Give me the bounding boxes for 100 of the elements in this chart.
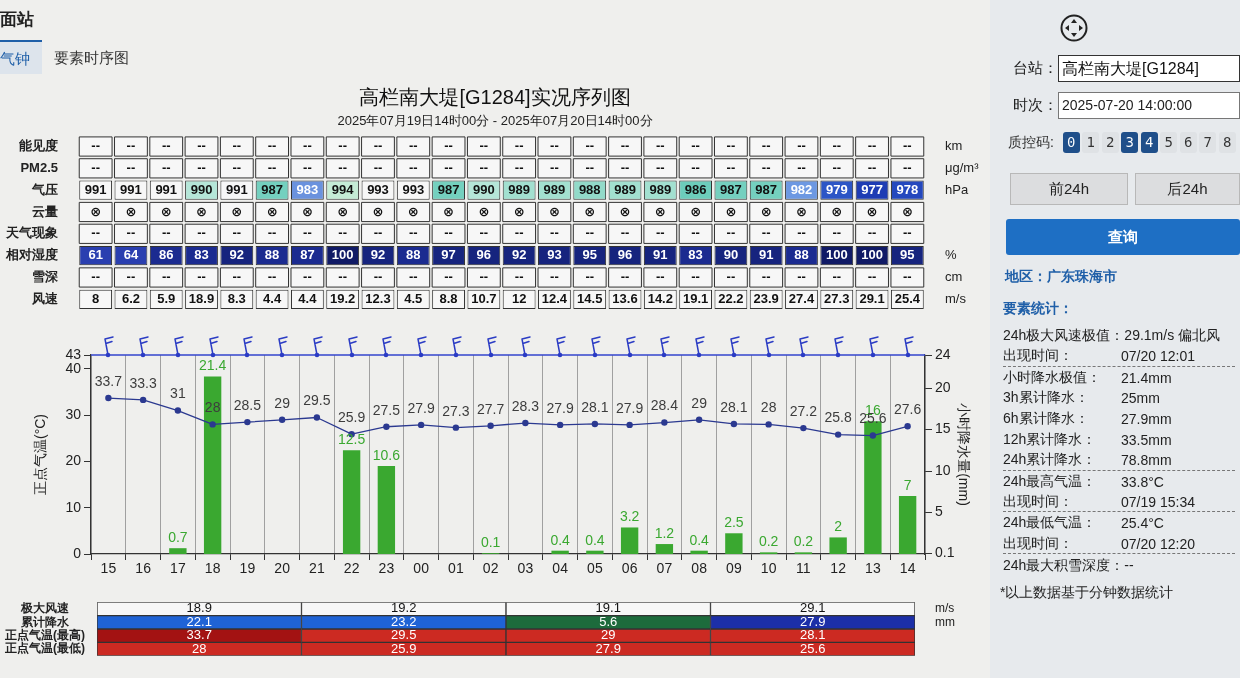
data-label: 28.4 xyxy=(650,397,679,414)
data-label: 0.4 xyxy=(550,531,571,548)
text: -- xyxy=(267,269,277,285)
data-label: 29 xyxy=(274,394,291,411)
x-tick-label: 20 xyxy=(274,560,291,577)
text: -- xyxy=(514,159,524,175)
x-tick-label: 23 xyxy=(378,560,395,577)
text: -- xyxy=(126,159,136,175)
data-label: 28 xyxy=(192,640,207,656)
data-label: 27.2 xyxy=(789,402,818,419)
data-label: 27.6 xyxy=(894,401,922,418)
text: -- xyxy=(761,269,771,285)
data-label: 28.1 xyxy=(720,398,748,415)
y-tick-label: 正点气温(最高) xyxy=(4,628,85,643)
text: -- xyxy=(726,225,736,241)
data-label: 28.1 xyxy=(581,398,609,415)
data-label: 28 xyxy=(204,399,221,416)
text: -- xyxy=(585,225,595,241)
data-label: 90 xyxy=(723,247,739,263)
data-label: 991 xyxy=(225,181,248,197)
text: 时次： xyxy=(1013,96,1058,115)
text: ⊗ xyxy=(654,203,666,219)
text: -- xyxy=(691,269,700,285)
y2-tick-label: m/s xyxy=(935,601,955,616)
data-label: 13.6 xyxy=(612,290,638,306)
data-label: 92 xyxy=(229,247,245,263)
data-label: 28.3 xyxy=(511,397,540,414)
data-label: 27.9 xyxy=(800,613,826,629)
x-tick-label: 08 xyxy=(691,560,708,577)
text: 07/20 12:01 xyxy=(1121,348,1195,365)
data-label: 33.7 xyxy=(186,627,212,643)
data-label: 27.3 xyxy=(442,402,470,419)
data-label: 4.5 xyxy=(404,290,423,306)
text: 27.9mm xyxy=(1121,411,1172,428)
text: -- xyxy=(867,225,877,241)
text: -- xyxy=(514,269,524,285)
data-label: 88 xyxy=(794,247,809,263)
y2-tick-label: 0.1 xyxy=(935,544,955,561)
text: -- xyxy=(867,159,877,175)
text: -- xyxy=(444,269,453,285)
data-label: 1.2 xyxy=(654,524,675,541)
x-tick-label: 05 xyxy=(587,560,603,577)
text: -- xyxy=(267,138,277,154)
text: 0 1 2 3 4 5 6 7 8 xyxy=(1067,132,1233,153)
data-label: 5.9 xyxy=(157,290,176,306)
y2-tick-label: km xyxy=(945,138,963,154)
data-label: 10.7 xyxy=(471,290,497,306)
text: -- xyxy=(832,159,842,175)
x-tick-label: 00 xyxy=(413,560,430,577)
text: ⊗ xyxy=(478,203,490,219)
text: 3h累计降水： xyxy=(1003,389,1090,408)
data-label: 993 xyxy=(402,181,425,197)
text: -- xyxy=(161,225,171,241)
text: 要素统计： xyxy=(1003,300,1073,318)
data-label: 87 xyxy=(300,247,315,263)
text: -- xyxy=(514,138,524,154)
data-label: 993 xyxy=(367,181,389,197)
text: -- xyxy=(267,159,277,175)
data-label: 100 xyxy=(825,247,848,263)
text: -- xyxy=(338,159,348,175)
text: ⊗ xyxy=(372,203,384,219)
text: -- xyxy=(232,269,242,285)
data-label: 987 xyxy=(261,181,283,197)
y-axis-title: 正点气温(°C) xyxy=(32,413,49,496)
data-label: 7 xyxy=(903,476,912,493)
text: 33.5mm xyxy=(1121,432,1172,448)
y2-tick-label: μg/m³ xyxy=(945,159,980,175)
x-tick-label: 01 xyxy=(448,560,464,577)
text: 25mm xyxy=(1121,390,1160,407)
data-label: 991 xyxy=(155,181,178,197)
text: -- xyxy=(832,269,842,285)
y2-tick-label: 15 xyxy=(935,420,951,437)
data-label: 982 xyxy=(790,181,813,197)
text: ⊗ xyxy=(443,203,455,219)
y2-tick-label: % xyxy=(945,247,957,263)
text: -- xyxy=(867,138,877,154)
data-label: 19.1 xyxy=(595,600,621,616)
text: -- xyxy=(479,159,489,175)
y-tick-label: 10 xyxy=(65,498,82,515)
text: 07/20 12:20 xyxy=(1121,535,1195,552)
data-label: 990 xyxy=(473,181,495,197)
text: -- xyxy=(161,138,171,154)
text: -- xyxy=(197,269,206,285)
data-label: 83 xyxy=(194,247,209,263)
data-label: 86 xyxy=(158,247,174,263)
data-label: 25.9 xyxy=(391,640,417,656)
text: -- xyxy=(797,138,806,154)
data-label: 2.5 xyxy=(724,514,744,531)
data-label: 19.2 xyxy=(391,600,417,616)
text: -- xyxy=(620,225,630,241)
text: -- xyxy=(655,138,665,154)
text: -- xyxy=(797,269,806,285)
y-tick-label: 40 xyxy=(65,359,82,376)
data-label: 2 xyxy=(834,518,843,535)
text: -- xyxy=(408,269,418,285)
text: -- xyxy=(444,225,453,241)
text-field: 高栏南大堤[G1284] xyxy=(1058,55,1240,82)
x-tick-label: 17 xyxy=(170,560,186,577)
data-label: 27.9 xyxy=(407,399,435,416)
text: -- xyxy=(550,138,559,154)
